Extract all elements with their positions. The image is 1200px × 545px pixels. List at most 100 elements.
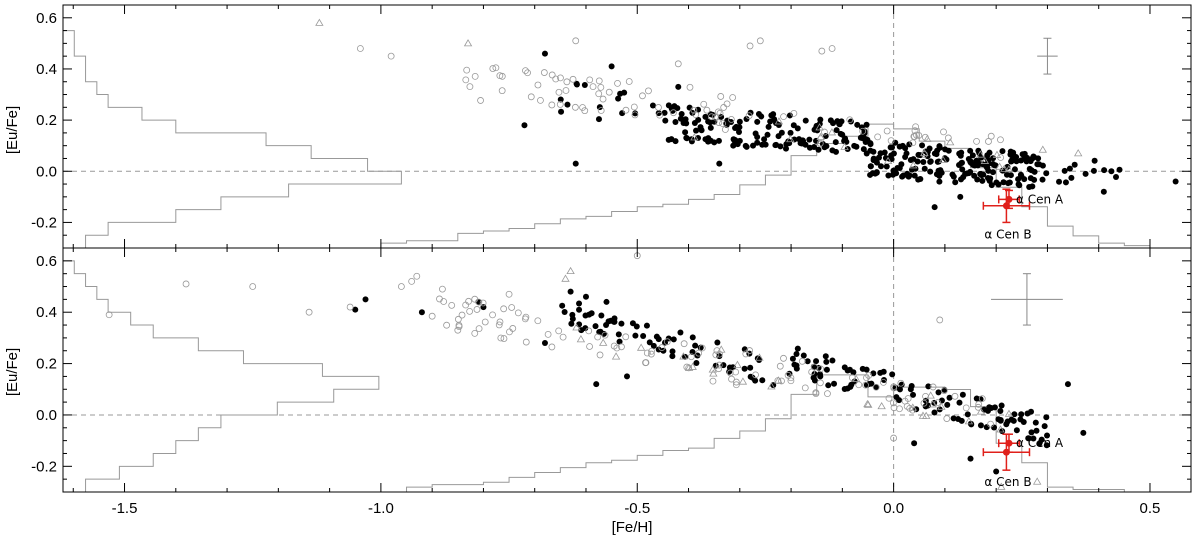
data-point-filled [611,315,618,322]
data-point-filled [907,157,914,164]
data-point-filled [568,320,575,327]
data-point-triangle [964,417,974,425]
data-point-filled [877,163,884,170]
data-point-filled [853,143,860,150]
data-point-open [816,379,824,387]
data-point-filled [1026,184,1033,191]
eufe-histogram [62,248,380,493]
data-point-open [700,100,708,108]
data-point-filled [793,350,800,357]
data-point-open [596,351,604,359]
data-point-filled [669,348,676,355]
data-point-filled [867,171,874,178]
data-point-filled [993,179,1000,186]
data-point-open [915,132,923,139]
data-point-open [555,88,563,96]
data-point-open [723,100,731,108]
data-point-filled [693,359,700,366]
data-point-filled [821,144,828,151]
data-point-open [182,280,190,288]
data-point-open [727,116,735,123]
data-point-filled [993,468,1000,475]
data-point-open [801,384,809,392]
data-point-filled [816,371,823,378]
data-point-triangle [566,266,575,275]
data-point-open [436,295,443,303]
data-point-filled [935,167,942,174]
data-point-open [586,76,594,84]
data-point-filled [997,408,1004,415]
data-point-filled [833,127,840,134]
data-point-filled [762,141,769,148]
data-point-filled [1062,179,1069,186]
data-point-open [729,94,737,101]
data-point-filled [618,320,625,327]
data-point-open [506,328,513,336]
alpha-cen-point [1005,439,1013,447]
data-point-filled [889,371,896,378]
alpha-cen-point [1002,202,1010,210]
data-point-open [746,42,754,50]
data-point-filled [823,366,830,373]
data-point-filled [672,138,679,145]
data-point-open [890,434,898,442]
data-point-open [862,381,869,389]
data-point-filled [986,404,993,411]
data-point-triangle [938,155,948,163]
data-point-triangle [1038,145,1047,153]
data-point-filled [1113,173,1120,180]
data-point-open [500,335,508,342]
data-point-triangle [926,391,935,399]
data-point-open [896,405,903,413]
data-point-filled [911,172,918,179]
data-point-open [556,101,564,108]
data-point-open [534,317,542,325]
data-point-filled [572,160,579,167]
data-point-open [540,69,548,76]
data-point-open [859,127,867,135]
data-point-filled [791,136,798,143]
data-point-filled [1031,168,1038,175]
data-point-filled [933,151,940,158]
feh-histogram [380,123,1151,248]
data-point-filled [661,109,668,116]
data-point-open [569,75,577,83]
data-point-filled [775,133,782,140]
data-point-filled [1080,429,1087,436]
data-point-filled [872,170,879,177]
data-point-filled [734,141,741,148]
y-tick-label: 0.2 [36,112,57,129]
data-point-open [663,338,671,346]
data-point-open [479,299,487,307]
data-point-filled [1026,165,1033,172]
data-point-filled [839,131,846,138]
data-point-filled [1043,414,1050,421]
x-tick-label: -1.5 [112,500,138,517]
data-point-open [601,331,609,339]
data-point-open [454,326,462,334]
data-point-open [466,307,474,315]
data-point-open [812,390,820,398]
data-point-filled [990,155,997,162]
data-point-filled [677,329,684,336]
data-point-open [534,81,542,89]
data-point-open [462,301,470,309]
data-point-triangle [755,353,764,361]
data-point-open [973,137,980,145]
data-point-filled [964,411,971,418]
data-point-filled [683,135,690,142]
data-point-filled [931,409,938,416]
data-point-filled [732,124,739,131]
data-point-open [715,365,723,373]
data-point-open [597,83,605,91]
data-point-filled [965,155,972,162]
data-point-filled [827,117,834,124]
data-point-open [680,340,688,348]
data-point-filled [890,167,897,174]
data-point-filled [896,386,903,393]
data-point-filled [880,377,887,384]
data-point-filled [815,146,822,153]
data-point-open [901,397,909,405]
data-point-open [505,290,513,298]
data-point-triangle [996,425,1005,433]
